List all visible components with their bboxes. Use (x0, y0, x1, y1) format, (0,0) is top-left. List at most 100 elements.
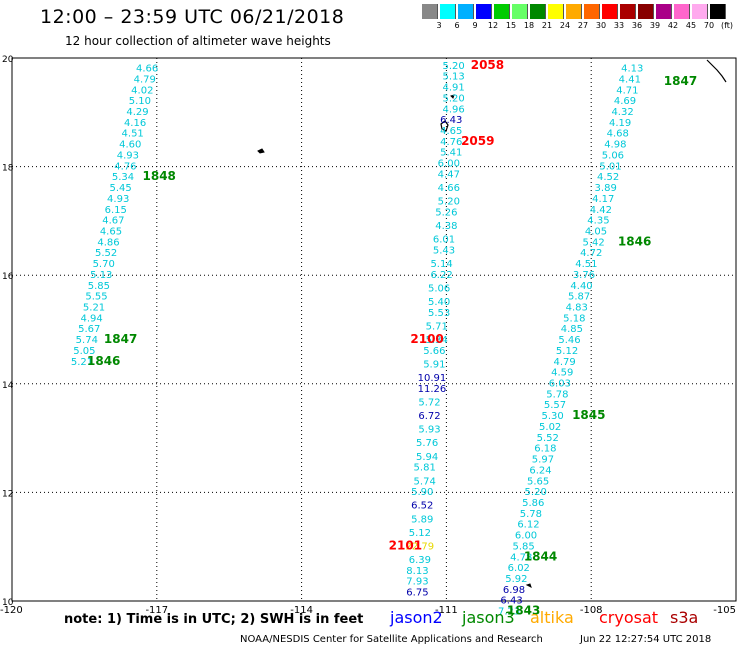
wave-height-value: 7.93 (406, 577, 428, 588)
color-scale-label: 12 (487, 21, 499, 30)
wave-height-value: 4.94 (81, 313, 103, 324)
wave-height-value: 5.78 (520, 509, 542, 520)
wave-height-value: 5.92 (505, 574, 527, 585)
color-swatch (710, 4, 726, 19)
wave-height-value: 4.42 (590, 205, 612, 216)
pass-time-label: 1844 (524, 549, 557, 563)
pass-time-label: 2101 (389, 538, 422, 552)
latitude-tick-label: 18 (2, 164, 14, 174)
wave-height-value: 5.20 (438, 197, 460, 208)
color-swatch (584, 4, 600, 19)
color-scale-label: 30 (595, 21, 607, 30)
wave-height-value: 5.45 (109, 183, 131, 194)
wave-height-value: 5.10 (129, 96, 151, 107)
generated-timestamp: Jun 22 12:27:54 UTC 2018 (580, 634, 712, 645)
longitude-tick-label: -108 (580, 605, 603, 616)
color-scale-label: 33 (613, 21, 625, 30)
wave-height-value: 4.41 (619, 74, 641, 85)
color-scale-label: 70 (703, 21, 715, 30)
wave-height-value: 6.02 (508, 563, 530, 574)
pass-time-label: 1847 (664, 74, 697, 88)
color-scale-label: 24 (559, 21, 571, 30)
wave-height-value: 5.34 (426, 335, 448, 346)
pass-time-label: 2059 (461, 134, 494, 148)
wave-height-value: 3.76 (573, 270, 595, 281)
longitude-tick-label: -117 (145, 605, 168, 616)
wave-height-value: 4.40 (570, 281, 592, 292)
wave-height-value: 5.66 (423, 346, 445, 357)
wave-height-value: 4.66 (438, 183, 460, 194)
wave-height-value: 4.47 (438, 169, 460, 180)
wave-height-value: 5.42 (582, 237, 604, 248)
wave-height-value: 6.15 (105, 205, 127, 216)
pass-time-label: 1848 (143, 169, 176, 183)
island-shape (440, 120, 449, 132)
color-swatch (440, 4, 456, 19)
wave-height-value: 4.66 (136, 64, 158, 75)
latitude-tick-label: 12 (2, 489, 13, 499)
color-scale-label: 15 (505, 21, 517, 30)
satellite-legend-jason3: jason3 (462, 608, 515, 627)
wave-height-value: 6.03 (549, 379, 571, 390)
wave-height-value: 4.93 (107, 194, 129, 205)
wave-height-value: 4.93 (117, 150, 139, 161)
wave-height-value: 5.53 (428, 308, 450, 319)
color-swatch (692, 4, 708, 19)
color-swatch (620, 4, 636, 19)
latitude-tick-label: 20 (2, 55, 14, 65)
color-swatch (476, 4, 492, 19)
longitude-tick-label: -114 (290, 605, 313, 616)
wave-height-value: 5.97 (532, 455, 554, 466)
color-scale-label: 42 (667, 21, 679, 30)
wave-height-value: 5.20 (443, 93, 465, 104)
color-scale-label: 6 (454, 21, 460, 30)
pass-time-label: 2058 (471, 58, 504, 72)
land-features (257, 59, 727, 588)
wave-height-value: 5.74 (414, 476, 436, 487)
island-shape (257, 148, 265, 154)
wave-height-value: 6.72 (418, 411, 440, 422)
longitude-tick-label: -111 (435, 605, 458, 616)
wave-height-value: 5.12 (409, 528, 431, 539)
wave-height-tracks: 4.664.794.025.104.294.164.514.604.934.76… (71, 61, 644, 618)
color-swatch (422, 4, 438, 19)
wave-height-value: 5.21 (83, 302, 105, 313)
pass-time-label: 2100 (410, 332, 443, 346)
map-frame (11, 57, 737, 602)
wave-height-value: 5.90 (411, 487, 433, 498)
page-title: 12:00 – 23:59 UTC 06/21/2018 (40, 6, 345, 28)
wave-height-value: 11.26 (418, 384, 447, 395)
wave-height-value: 6.22 (430, 270, 452, 281)
wave-height-value: 4.51 (575, 259, 597, 270)
wave-height-value: 6.12 (517, 520, 539, 531)
satellite-legend-s3a: s3a (670, 608, 699, 627)
color-swatch (458, 4, 474, 19)
wave-height-value: 4.59 (551, 368, 573, 379)
wave-height-value: 4.13 (621, 64, 643, 75)
pass-time-label: 1846 (87, 354, 120, 368)
wave-height-value: 5.46 (558, 335, 580, 346)
latitude-tick-label: 14 (2, 381, 14, 391)
wave-height-value: 4.60 (119, 140, 141, 151)
wave-height-value: 5.20 (525, 487, 547, 498)
wave-height-value: 5.85 (88, 281, 110, 292)
wave-height-value: 5.13 (90, 270, 112, 281)
color-scale-label: 45 (685, 21, 697, 30)
wave-height-value: 5.21 (71, 357, 93, 368)
satellite-legend-jason2: jason2 (390, 608, 443, 627)
island-shape (450, 94, 455, 99)
island-shape (525, 583, 532, 588)
footer-note: note: 1) Time is in UTC; 2) SWH is in fe… (64, 612, 364, 627)
latitude-tick-label: 16 (2, 272, 14, 282)
wave-height-value: 5.06 (428, 283, 450, 294)
wave-height-value: 5.01 (599, 161, 621, 172)
wave-height-value: 4.35 (587, 216, 609, 227)
wave-height-value: 5.65 (527, 476, 549, 487)
wave-height-value: 4.83 (566, 302, 588, 313)
latitude-tick-label: 10 (2, 598, 14, 608)
color-swatch (548, 4, 564, 19)
wave-height-value: 4.71 (616, 85, 638, 96)
color-scale-label: 9 (472, 21, 478, 30)
satellite-legend-altika: altika (530, 608, 574, 627)
